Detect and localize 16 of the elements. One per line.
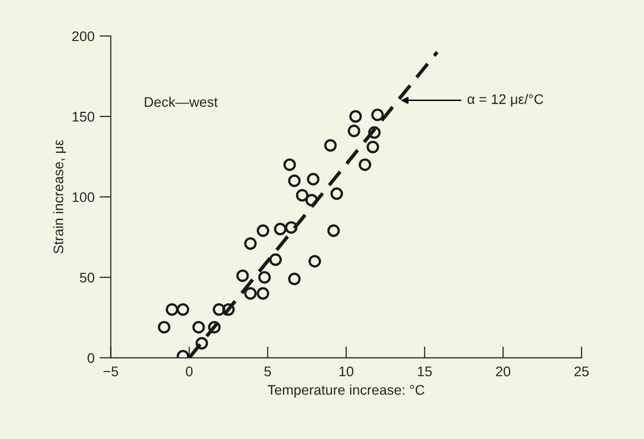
y-tick-label: 100 (72, 192, 94, 202)
y-axis-title: Strain increase, με (53, 140, 66, 254)
x-tick-label: 20 (496, 366, 510, 376)
x-tick-label: 5 (264, 366, 271, 376)
x-tick-label: 0 (186, 366, 193, 376)
x-tick-label: 25 (574, 366, 589, 376)
y-tick-label: 150 (72, 112, 94, 122)
x-tick-label: −5 (104, 366, 118, 376)
x-axis-title: Temperature increase: °C (268, 384, 424, 398)
annotation: Deck—west (144, 96, 218, 107)
y-tick-label: 0 (88, 353, 94, 363)
y-tick-label: 200 (72, 31, 94, 42)
annotation: α = 12 με/°C (468, 94, 544, 107)
x-tick-label: 10 (339, 366, 354, 376)
x-tick-label: 15 (418, 366, 432, 376)
y-tick-label: 50 (80, 272, 94, 283)
